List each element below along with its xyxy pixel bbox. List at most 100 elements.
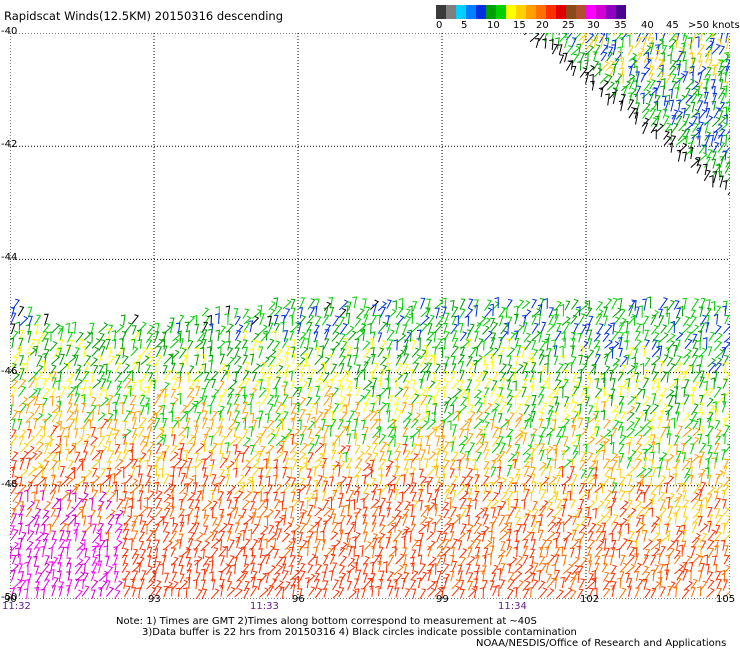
wind-barb bbox=[19, 435, 25, 447]
wind-barb bbox=[586, 516, 592, 527]
wind-barb bbox=[571, 298, 579, 310]
wind-barb bbox=[670, 320, 675, 334]
wind-barb bbox=[28, 451, 38, 462]
wind-barb bbox=[96, 515, 102, 526]
wind-barb bbox=[346, 325, 355, 336]
wind-barb bbox=[643, 80, 652, 92]
wind-barb bbox=[703, 380, 708, 391]
wind-barb bbox=[402, 547, 408, 557]
wind-barb bbox=[284, 428, 293, 440]
wind-barb bbox=[316, 378, 324, 389]
wind-barb bbox=[378, 524, 386, 534]
wind-barb bbox=[92, 532, 101, 544]
wind-barb bbox=[563, 587, 573, 599]
wind-barb bbox=[266, 509, 275, 519]
wind-barb bbox=[201, 307, 210, 317]
wind-barb bbox=[633, 500, 642, 510]
wind-barb bbox=[570, 393, 575, 407]
wind-barb bbox=[217, 380, 225, 391]
wind-barb bbox=[698, 402, 704, 414]
wind-barb bbox=[450, 370, 456, 382]
wind-barb bbox=[577, 588, 584, 599]
wind-barb bbox=[40, 359, 45, 373]
wind-barb bbox=[484, 299, 492, 311]
wind-barb bbox=[408, 504, 414, 517]
wind-barb bbox=[251, 512, 257, 525]
wind-barb bbox=[713, 305, 722, 317]
wind-barb bbox=[95, 554, 101, 566]
wind-barb bbox=[528, 385, 534, 398]
wind-barb bbox=[160, 404, 166, 416]
wind-barb bbox=[250, 450, 260, 462]
wind-barb bbox=[274, 564, 284, 576]
wind-barb bbox=[242, 554, 248, 567]
wind-barb bbox=[436, 546, 445, 558]
wind-barb bbox=[671, 122, 679, 134]
wind-barb bbox=[419, 532, 424, 543]
wind-barb bbox=[306, 514, 312, 526]
wind-barb bbox=[626, 441, 631, 455]
wind-barb bbox=[18, 492, 23, 503]
wind-barb bbox=[507, 371, 515, 383]
wind-barb bbox=[297, 386, 303, 398]
wind-barb bbox=[626, 457, 633, 469]
wind-barb bbox=[394, 387, 404, 398]
wind-barb bbox=[218, 570, 224, 581]
colorbar-swatch bbox=[606, 5, 616, 19]
wind-barb bbox=[608, 532, 614, 543]
wind-barb bbox=[459, 298, 466, 310]
wind-barb bbox=[683, 394, 690, 405]
wind-barb bbox=[162, 521, 169, 533]
wind-barb bbox=[506, 347, 516, 358]
wind-barb bbox=[242, 570, 249, 581]
wind-barb bbox=[146, 481, 151, 494]
wind-barb bbox=[17, 305, 25, 317]
wind-barb bbox=[338, 529, 344, 541]
wind-barb bbox=[483, 387, 490, 398]
wind-barb bbox=[250, 570, 258, 583]
wind-barb bbox=[706, 299, 711, 311]
wind-barb bbox=[106, 474, 112, 487]
wind-barb bbox=[339, 333, 346, 343]
wind-barb bbox=[690, 92, 698, 104]
wind-barb bbox=[352, 296, 358, 309]
wind-barb bbox=[722, 71, 728, 83]
wind-barb bbox=[476, 338, 484, 350]
wind-barb bbox=[416, 329, 422, 341]
wind-barb bbox=[442, 306, 447, 318]
wind-barb bbox=[25, 540, 34, 551]
wind-barb bbox=[266, 428, 276, 439]
wind-barb bbox=[90, 509, 96, 519]
wind-barb bbox=[408, 312, 414, 325]
wind-barb bbox=[281, 556, 287, 567]
wind-barb bbox=[680, 524, 686, 535]
notes: Note: 1) Times are GMT 2)Times along bot… bbox=[116, 616, 577, 638]
wind-barb bbox=[137, 499, 142, 510]
wind-barb bbox=[534, 38, 540, 49]
wind-barb bbox=[130, 331, 140, 342]
wind-barb bbox=[527, 418, 532, 429]
wind-barb bbox=[419, 468, 424, 479]
note-line-2: 3)Data buffer is 22 hrs from 20150316 4)… bbox=[142, 627, 577, 638]
wind-barb bbox=[666, 475, 675, 486]
wind-barb bbox=[540, 489, 547, 501]
wind-barb bbox=[593, 402, 598, 414]
wind-barb bbox=[691, 532, 701, 544]
wind-barb bbox=[725, 156, 730, 168]
wind-barb bbox=[336, 379, 342, 391]
wind-barb bbox=[467, 298, 474, 309]
wind-map-plot bbox=[10, 33, 730, 599]
wind-barb bbox=[601, 377, 606, 390]
wind-barb bbox=[659, 507, 668, 517]
colorbar-swatch bbox=[476, 5, 486, 19]
wind-barb bbox=[507, 412, 515, 423]
wind-barb bbox=[616, 468, 621, 479]
wind-barb bbox=[428, 587, 436, 598]
wind-barb bbox=[579, 35, 587, 48]
wind-barb bbox=[626, 554, 636, 565]
wind-barb bbox=[451, 379, 460, 390]
wind-barb bbox=[290, 450, 298, 461]
wind-barb bbox=[460, 588, 465, 599]
wind-barb bbox=[451, 489, 457, 502]
wind-barb bbox=[704, 457, 710, 470]
